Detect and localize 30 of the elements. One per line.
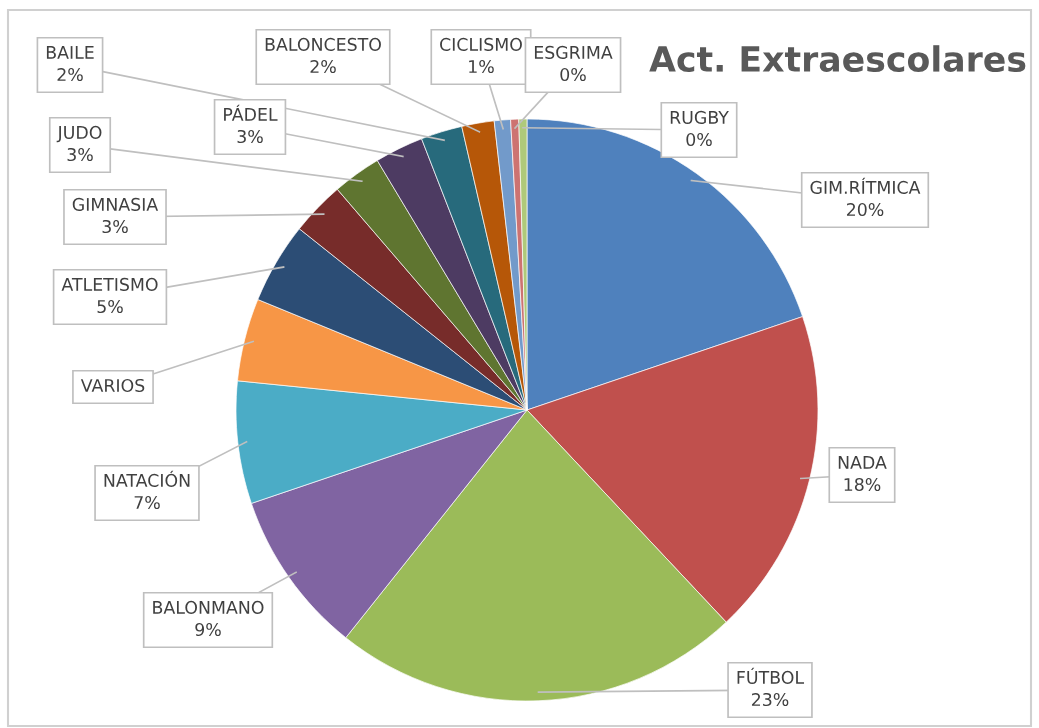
data-label: 3% <box>102 219 128 234</box>
slice-label: GIMNASIA <box>72 197 159 211</box>
slice-label: VARIOS <box>80 378 145 393</box>
data-label: 0% <box>560 67 586 82</box>
data-label: 2% <box>310 59 336 74</box>
slice-label: GIM.RÍTMICA <box>810 177 921 194</box>
data-label: 7% <box>134 495 160 510</box>
slice-label: BAILE <box>46 46 94 59</box>
slice-label: ATLETISMO <box>61 277 158 291</box>
data-label: 23% <box>751 692 789 707</box>
data-label: 18% <box>844 477 881 492</box>
data-label: 3% <box>237 129 263 144</box>
slice-label: NADA <box>838 456 887 469</box>
data-label: 3% <box>67 147 93 162</box>
slice-label: RUGBY <box>670 110 729 124</box>
slice-label: BALONCESTO <box>265 37 381 51</box>
slice-label: JUDO <box>56 125 102 143</box>
data-label: 0% <box>686 132 712 147</box>
data-label: 2% <box>57 67 83 82</box>
slice-label: FÚTBOL <box>737 667 805 684</box>
data-label: 20% <box>846 202 884 217</box>
slice-label: CICLISMO <box>440 37 522 51</box>
slice-label: PÁDEL <box>224 104 278 121</box>
slice-label: ESGRIMA <box>534 45 613 59</box>
slice-label: BALONMANO <box>153 600 264 614</box>
data-label: 5% <box>97 299 123 314</box>
data-label: 1% <box>469 59 494 74</box>
chart-title: Act. Extraescolares <box>649 45 1026 73</box>
data-label: 9% <box>195 622 221 637</box>
slice-label: NATACIÓN <box>104 470 190 487</box>
